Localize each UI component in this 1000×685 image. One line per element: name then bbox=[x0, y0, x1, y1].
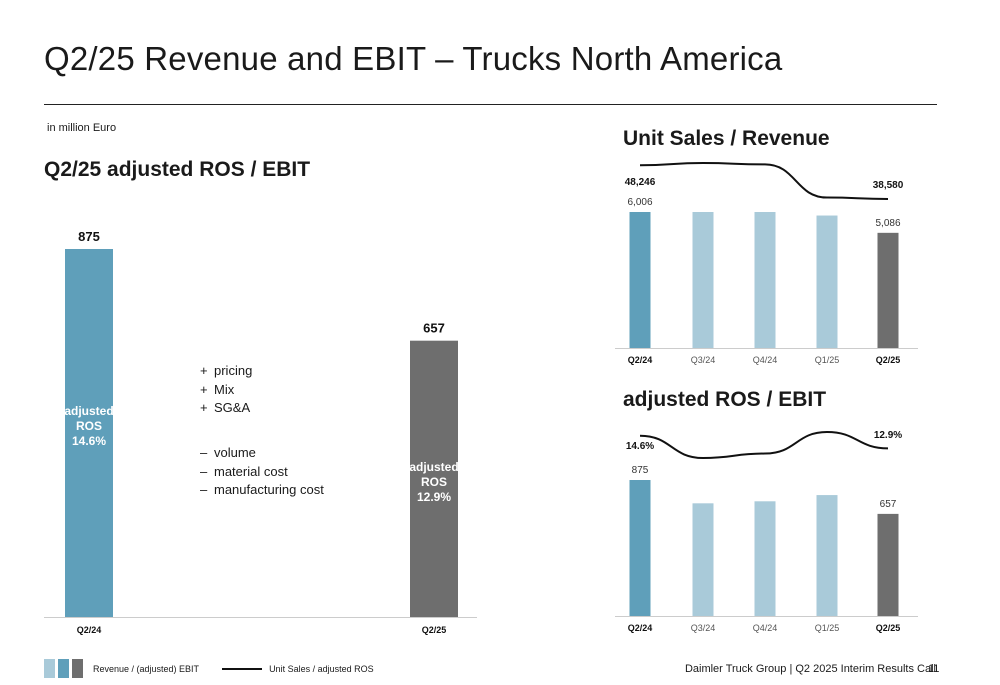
bar-value-label: 657 bbox=[423, 321, 445, 336]
unit-sales-heading: Unit Sales / Revenue bbox=[623, 127, 830, 150]
trend-line bbox=[639, 430, 889, 460]
driver-positive: + Mix bbox=[200, 381, 235, 397]
bar-inner-label: ROS bbox=[421, 475, 447, 489]
x-tick-label: Q1/25 bbox=[815, 355, 840, 365]
bar-Q3-24 bbox=[692, 212, 714, 348]
bar-inner-label: 12.9% bbox=[417, 490, 451, 504]
footer-text: Daimler Truck Group | Q2 2025 Interim Re… bbox=[684, 663, 936, 675]
legend-bars-label: Revenue / (adjusted) EBIT bbox=[93, 663, 200, 674]
page-number: 11 bbox=[928, 663, 940, 675]
legend-swatch-light bbox=[44, 659, 55, 678]
ros-ebit-heading: adjusted ROS / EBIT bbox=[623, 388, 827, 411]
x-tick-label: Q2/25 bbox=[876, 623, 901, 633]
driver-negative: – manufacturing cost bbox=[200, 482, 324, 497]
title-divider bbox=[44, 104, 937, 105]
bar-inner-label: 14.6% bbox=[72, 434, 106, 448]
line-value-label: 38,580 bbox=[873, 180, 904, 191]
bar-inner-label: adjusted bbox=[64, 404, 113, 418]
legend-swatch-grey bbox=[72, 659, 83, 678]
negative-drivers: – volume – material cost – manufacturing co… bbox=[200, 444, 324, 500]
trend-line bbox=[639, 161, 889, 200]
line-value-label: 48,246 bbox=[625, 177, 656, 188]
x-tick-label: Q1/25 bbox=[815, 623, 840, 633]
bar-Q2-24 bbox=[629, 212, 651, 348]
bar-value-label: 875 bbox=[78, 229, 100, 244]
page-title: Q2/25 Revenue and EBIT – Trucks North Am… bbox=[44, 40, 783, 77]
bar-Q1-25 bbox=[816, 495, 838, 616]
x-tick-label: Q2/24 bbox=[77, 625, 102, 635]
driver-negative: – material cost bbox=[200, 463, 288, 479]
x-tick-label: Q2/24 bbox=[628, 623, 653, 633]
bar-inner-label: ROS bbox=[76, 419, 102, 433]
x-tick-label: Q2/25 bbox=[422, 625, 447, 635]
legend: Revenue / (adjusted) EBIT Unit Sales / a… bbox=[44, 659, 374, 678]
bar-Q4-24 bbox=[754, 212, 776, 348]
x-tick-label: Q3/24 bbox=[691, 355, 716, 365]
bar-Q2-24 bbox=[65, 249, 113, 617]
bar-Q3-24 bbox=[692, 503, 714, 616]
bar-value-label: 5,086 bbox=[875, 218, 900, 229]
line-value-label: 12.9% bbox=[874, 430, 902, 441]
bar-Q1-25 bbox=[816, 215, 838, 348]
positive-drivers: + pricing + Mix + SG&A bbox=[200, 362, 252, 418]
bar-Q2-25 bbox=[410, 340, 458, 617]
x-tick-label: Q3/24 bbox=[691, 623, 716, 633]
bar-Q4-24 bbox=[754, 501, 776, 616]
unit-note: in million Euro bbox=[47, 122, 117, 134]
legend-line-sample bbox=[222, 667, 263, 670]
legend-line-label: Unit Sales / adjusted ROS bbox=[269, 663, 374, 674]
bar-value-label: 875 bbox=[632, 465, 649, 476]
driver-negative: – volume bbox=[200, 445, 256, 460]
bar-Q2-25 bbox=[877, 232, 899, 348]
line-value-label: 14.6% bbox=[626, 441, 654, 452]
x-tick-label: Q2/24 bbox=[628, 355, 653, 365]
x-tick-label: Q4/24 bbox=[753, 355, 778, 365]
bar-value-label: 657 bbox=[880, 499, 897, 510]
left-chart-heading: Q2/25 adjusted ROS / EBIT bbox=[44, 158, 311, 181]
bar-Q2-24 bbox=[629, 480, 651, 616]
driver-positive: + SG&A bbox=[200, 400, 251, 415]
bar-value-label: 6,006 bbox=[627, 197, 652, 208]
x-tick-label: Q4/24 bbox=[753, 623, 778, 633]
x-tick-label: Q2/25 bbox=[876, 355, 901, 365]
driver-positive: + pricing bbox=[200, 363, 253, 378]
legend-swatch-blue bbox=[58, 659, 69, 678]
bar-Q2-25 bbox=[877, 513, 899, 616]
bar-inner-label: adjusted bbox=[409, 460, 458, 474]
